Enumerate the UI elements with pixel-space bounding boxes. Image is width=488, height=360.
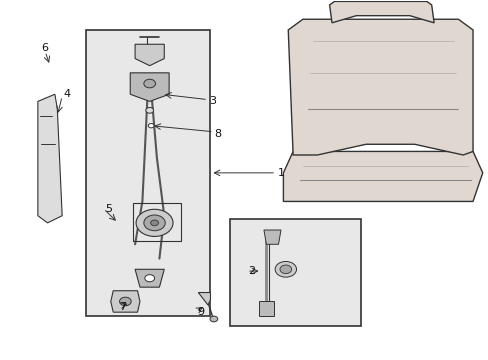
Polygon shape: [135, 44, 164, 66]
Text: 1: 1: [277, 168, 284, 178]
Text: 9: 9: [197, 307, 204, 317]
Polygon shape: [111, 291, 140, 312]
Circle shape: [143, 215, 165, 231]
Circle shape: [136, 209, 173, 237]
Polygon shape: [38, 94, 62, 223]
Circle shape: [209, 316, 217, 322]
Polygon shape: [329, 1, 433, 23]
Text: 2: 2: [248, 266, 255, 276]
Circle shape: [280, 265, 291, 274]
Circle shape: [119, 297, 131, 306]
Text: 8: 8: [214, 129, 221, 139]
Polygon shape: [198, 293, 210, 305]
Circle shape: [145, 108, 153, 113]
Text: 7: 7: [119, 302, 126, 312]
Circle shape: [150, 220, 158, 226]
Text: 4: 4: [63, 89, 70, 99]
Polygon shape: [287, 19, 472, 155]
Circle shape: [148, 123, 154, 128]
Polygon shape: [264, 230, 281, 244]
Circle shape: [275, 261, 296, 277]
Bar: [86, 30, 210, 316]
Polygon shape: [283, 152, 482, 202]
Polygon shape: [130, 73, 169, 102]
Polygon shape: [259, 301, 273, 316]
Bar: [229, 219, 361, 327]
Circle shape: [142, 46, 156, 57]
Text: 3: 3: [209, 96, 216, 107]
Polygon shape: [135, 269, 164, 287]
Text: 6: 6: [41, 43, 48, 53]
Text: 5: 5: [104, 203, 112, 213]
Circle shape: [144, 275, 154, 282]
Circle shape: [143, 79, 155, 88]
